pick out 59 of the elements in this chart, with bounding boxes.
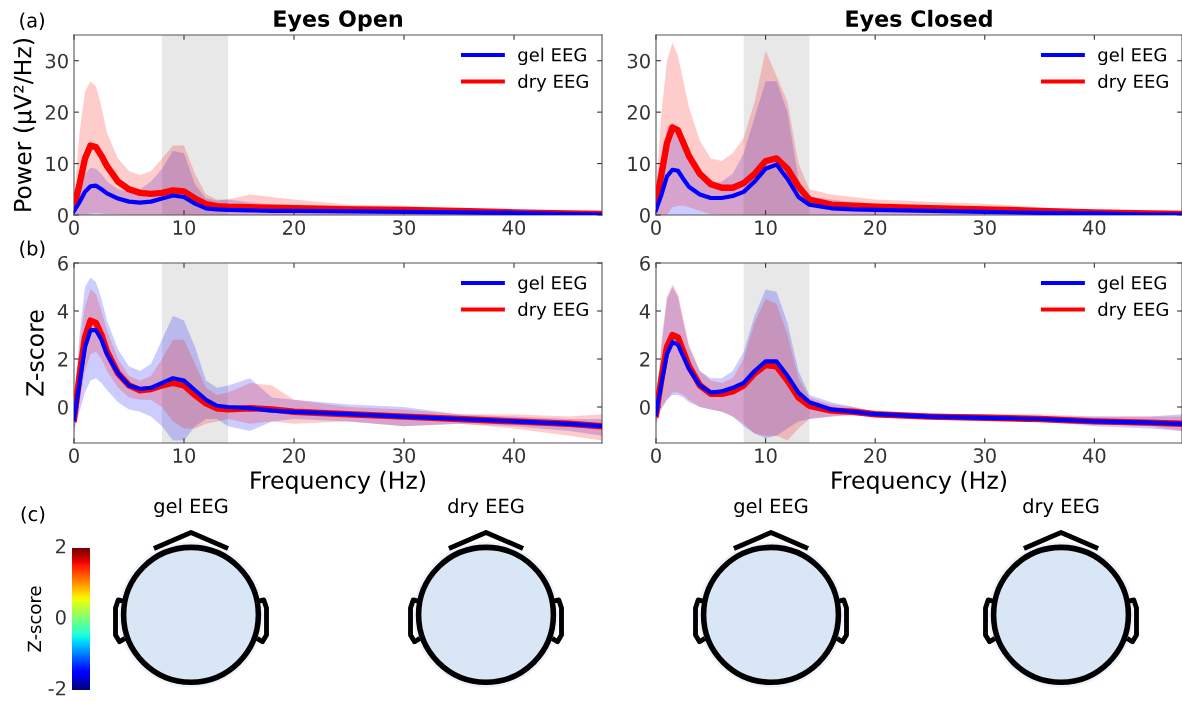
text: Z-score [27,586,42,652]
y-tick-label: 20 [45,105,68,120]
chart-title: Eyes Closed [846,9,992,32]
x-tick-label: 20 [864,448,887,463]
y-axis-title: Z-score [26,310,44,396]
x-tick-label: 30 [393,448,416,463]
x-tick-label: 10 [173,220,196,235]
y-tick-label: 0 [640,399,650,415]
y-tick-label: 0 [58,399,68,415]
legend-label: dry EEG [518,74,588,92]
text: dry EEG [448,498,524,518]
y-tick-label: 2 [58,351,68,367]
legend-label: dry EEG [518,302,588,320]
x-tick-label: 40 [502,220,526,235]
x-tick-label: 40 [1082,220,1106,235]
text: (b) [20,240,45,258]
x-tick-label: 30 [973,220,996,235]
x-tick-label: 10 [173,448,196,463]
x-tick-label: 20 [283,448,306,463]
y-tick-label: 10 [628,156,650,172]
y-tick-label: 30 [45,53,68,69]
x-tick-label: 40 [502,448,526,463]
x-tick-label: 40 [1082,448,1106,463]
x-tick-label: 10 [755,448,777,463]
y-tick-label: 0 [58,207,68,223]
y-tick-label: 2 [640,351,650,367]
text: gel EEG [734,498,808,518]
legend-label: dry EEG [1098,302,1168,320]
x-tick-label: 20 [283,220,306,235]
x-tick-label: 10 [755,220,777,235]
x-tick-label: 0 [69,448,79,463]
x-tick-label: 0 [651,448,661,463]
legend-label: gel EEG [518,275,586,294]
legend-label: dry EEG [1098,74,1168,92]
text: gel EEG [154,498,228,518]
legend-label: gel EEG [1098,275,1166,294]
x-tick-label: 0 [651,220,661,235]
x-tick-label: 30 [393,220,416,235]
y-tick-label: 6 [58,255,68,271]
chart-title: Eyes Open [274,10,402,32]
x-tick-label: 20 [864,220,887,235]
x-axis-title: Frequency (Hz) [251,470,425,494]
text: (c) [21,506,45,524]
x-tick-label: 0 [69,220,79,235]
legend-label: gel EEG [1098,47,1166,66]
y-tick-label: 4 [57,304,69,319]
legend-label: gel EEG [518,47,586,66]
y-tick-label: 4 [639,304,651,319]
y-tick-label: 0 [640,207,650,223]
x-axis-title: Frequency (Hz) [832,470,1006,494]
y-tick-label: 20 [627,105,650,120]
x-tick-label: 30 [973,448,996,463]
y-tick-label: 10 [46,156,68,172]
y-axis-title: Power (μV²/Hz) [13,39,37,211]
text: (a) [20,12,44,30]
y-tick-label: 30 [627,53,650,69]
text: dry EEG [1023,498,1099,518]
y-tick-label: 6 [640,255,650,271]
text: -2 [48,680,66,696]
